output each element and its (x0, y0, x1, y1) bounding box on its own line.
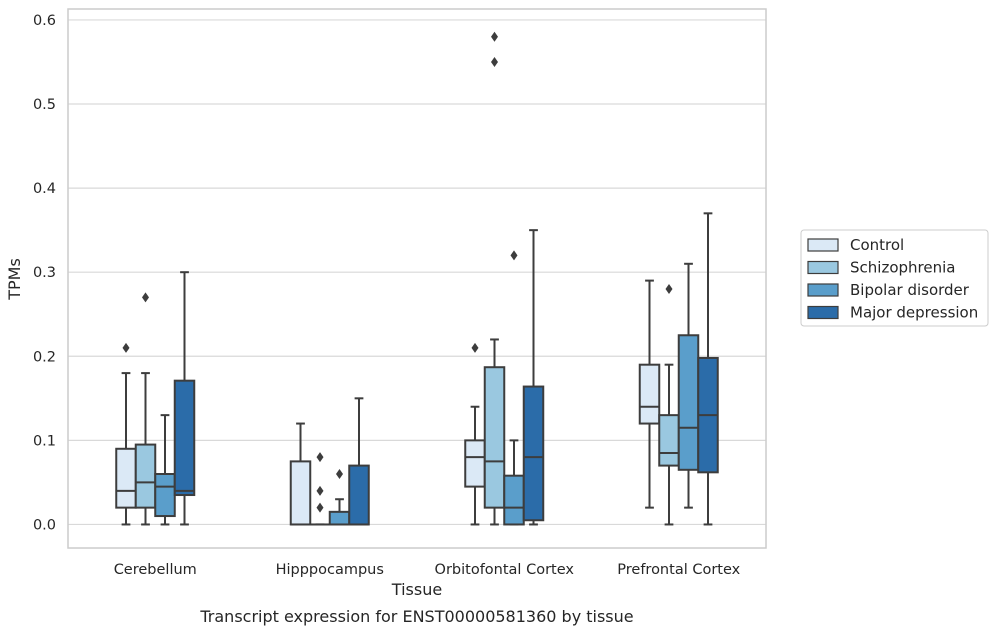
y-tick-label: 0.2 (33, 349, 56, 365)
legend-label: Major depression (850, 304, 978, 322)
y-tick-label: 0.0 (33, 517, 56, 533)
box-control (115, 342, 137, 526)
box-control (638, 279, 661, 509)
legend-frame (800, 229, 989, 327)
plot-background (68, 9, 766, 548)
box-schizophrenia (483, 31, 506, 526)
box-control (289, 422, 312, 526)
y-tick-label: 0.4 (33, 181, 56, 197)
y-tick-label: 0.1 (33, 433, 56, 449)
y-tick-labels: 0.0 0.1 0.2 0.3 0.4 0.5 0.6 (33, 13, 56, 534)
iqr-box (154, 473, 176, 518)
iqr-box (348, 464, 370, 526)
box-major-depression (697, 212, 719, 526)
legend-swatch (807, 238, 839, 252)
box-major-depression (522, 229, 545, 526)
iqr-box (503, 474, 525, 526)
iqr-box (677, 334, 700, 471)
y-tick-label: 0.3 (33, 265, 56, 281)
figure-caption: Transcript expression for ENST0000058136… (199, 607, 633, 626)
outlier-point (510, 250, 518, 261)
box-marks (115, 31, 719, 526)
box-major-depression (348, 397, 370, 526)
y-axis-title: TPMs (5, 258, 24, 301)
outlier-point (316, 485, 324, 496)
outlier-point (122, 342, 130, 353)
legend: Control Schizophrenia Bipolar disorder Majo… (800, 229, 989, 327)
iqr-box (328, 510, 351, 526)
iqr-box (483, 366, 506, 509)
legend-label: Bipolar disorder (850, 281, 970, 299)
legend-swatch (807, 283, 839, 297)
plot-frame (67, 8, 767, 549)
iqr-box (464, 439, 486, 488)
iqr-box (638, 363, 661, 425)
box-control (464, 342, 486, 526)
legend-swatch (807, 305, 839, 320)
legend-swatch (807, 260, 839, 275)
outlier-point (471, 342, 479, 353)
iqr-box (134, 443, 157, 509)
legend-label: Schizophrenia (850, 259, 955, 277)
box-bipolar-disorder (328, 469, 351, 526)
y-tick-label: 0.6 (33, 13, 56, 29)
outlier-point (316, 452, 324, 463)
outlier-point (336, 469, 343, 480)
legend-label: Control (850, 236, 904, 254)
box-bipolar-disorder (154, 414, 176, 526)
x-tick-label: Orbitofontal Cortex (435, 562, 575, 578)
x-axis-title: Tissue (391, 580, 442, 599)
box-major-depression (173, 271, 196, 526)
x-tick-label: Hipppocampus (276, 562, 384, 578)
iqr-box (115, 447, 137, 509)
x-tick-label: Prefrontal Cortex (617, 562, 740, 578)
x-tick-label: Cerebellum (114, 562, 197, 578)
outlier-point (316, 502, 324, 513)
outlier-point (142, 292, 149, 303)
outlier-point (491, 56, 498, 67)
iqr-box (522, 385, 545, 522)
outlier-point (665, 284, 673, 295)
x-tick-labels: Cerebellum Hipppocampus Orbitofontal Corte… (114, 562, 741, 578)
iqr-box (173, 379, 196, 497)
box-schizophrenia (309, 452, 331, 526)
iqr-box (289, 460, 312, 526)
y-tick-label: 0.5 (33, 97, 56, 113)
iqr-box (658, 414, 680, 467)
outlier-point (491, 31, 498, 42)
box-schizophrenia (658, 284, 680, 526)
